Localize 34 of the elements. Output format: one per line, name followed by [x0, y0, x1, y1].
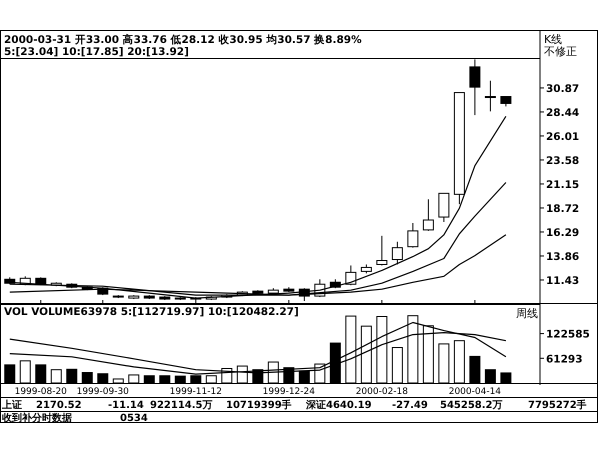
y-tick-label: 13.86: [546, 250, 580, 263]
text: 上证: [1, 399, 22, 411]
text: K线: [544, 33, 562, 46]
x-tick-label: 2000-02-18: [356, 387, 408, 397]
y-tick-label: 28.44: [546, 106, 580, 119]
chart-title: VOL VOLUME63978 5:[112719.97] 10:[120482.27]: [4, 306, 299, 318]
x-tick-label: 1999-09-30: [76, 387, 130, 397]
text: 0534: [120, 413, 148, 424]
text: -27.49: [392, 400, 428, 411]
y-tick-label: 16.29: [546, 226, 580, 239]
text: 不修正: [544, 45, 577, 58]
x-tick-label: 2000-04-14: [448, 387, 502, 397]
text: 2170.52: [36, 400, 82, 411]
text: 7795272手: [528, 399, 587, 411]
y-tick-label: 18.72: [546, 202, 580, 215]
y-tick-label: 11.43: [546, 274, 580, 287]
text: 545258.2万: [440, 400, 503, 411]
x-tick-label: 1999-12-24: [262, 387, 316, 397]
text: -11.14: [108, 400, 144, 411]
text: 周线: [516, 307, 538, 320]
y-tick-label: 21.15: [546, 178, 580, 191]
text: 922114.5万: [150, 400, 213, 411]
x-tick-label: 1999-11-12: [170, 387, 222, 397]
text: 深证4640.19: [305, 399, 372, 411]
y-tick-label: 26.01: [546, 130, 580, 143]
y-tick-label: 30.87: [546, 82, 580, 95]
y-tick-label: 122585: [546, 328, 590, 341]
chart-subtitle: 5:[23.04] 10:[17.85] 20:[13.92]: [4, 46, 189, 58]
chart-title: 2000-03-31 开33.00 高33.76 低28.12 收30.95 均30.57 换8.89%: [4, 33, 362, 46]
y-tick-label: 61293: [546, 353, 583, 366]
text: 10719399手: [226, 399, 292, 411]
text: 收到补分时数据: [2, 412, 72, 424]
y-tick-label: 23.58: [546, 154, 580, 167]
x-tick-label: 1999-08-20: [14, 387, 68, 397]
